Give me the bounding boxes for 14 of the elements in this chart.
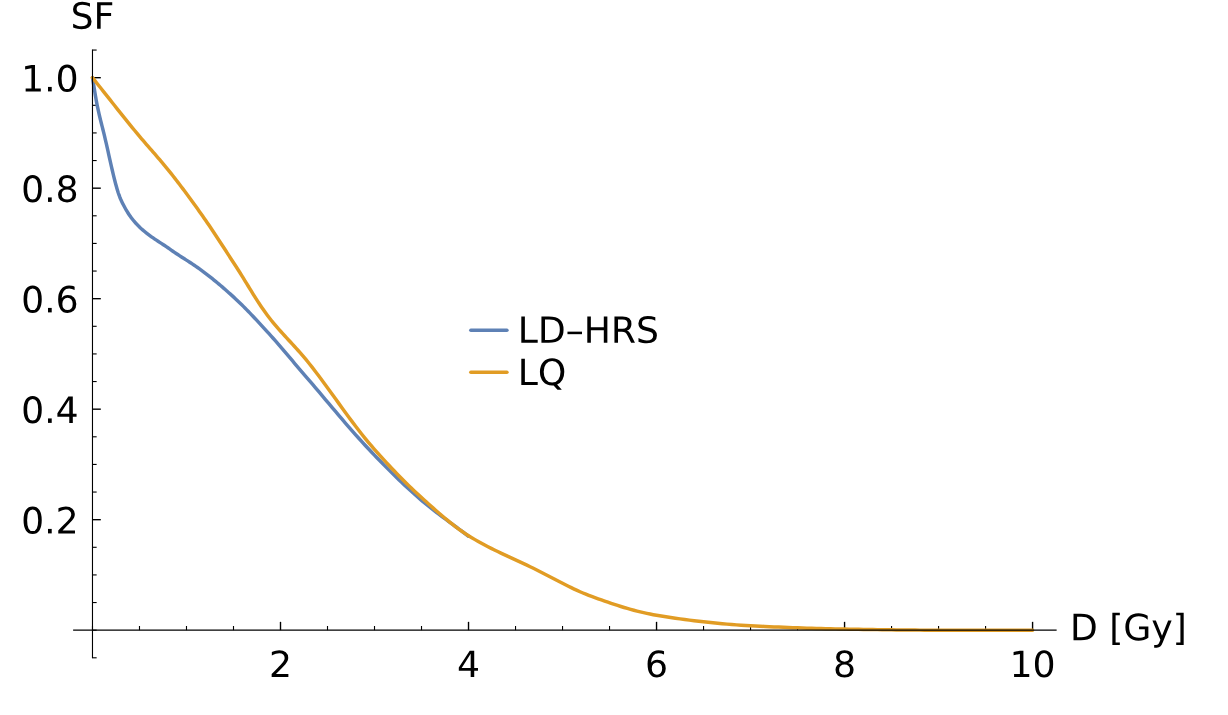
y-tick-label: 0.4 <box>23 396 77 424</box>
y-tick-label: 0.6 <box>23 285 77 313</box>
x-tick-label: 8 <box>835 650 854 678</box>
x-axis-title: D [Gy] <box>1073 612 1184 648</box>
legend-label: LD–HRS <box>521 316 657 344</box>
x-tick-label: 4 <box>458 650 478 678</box>
legend-label: LQ <box>521 358 565 390</box>
y-tick-label: 0.8 <box>23 175 77 203</box>
x-tick-label: 2 <box>271 650 289 678</box>
y-axis-title: SF <box>73 1 113 30</box>
x-tick-label: 6 <box>647 650 666 678</box>
y-tick-label: 1.0 <box>25 64 77 92</box>
x-tick-label: 10 <box>1013 650 1054 678</box>
y-tick-label: 0.2 <box>23 506 75 534</box>
